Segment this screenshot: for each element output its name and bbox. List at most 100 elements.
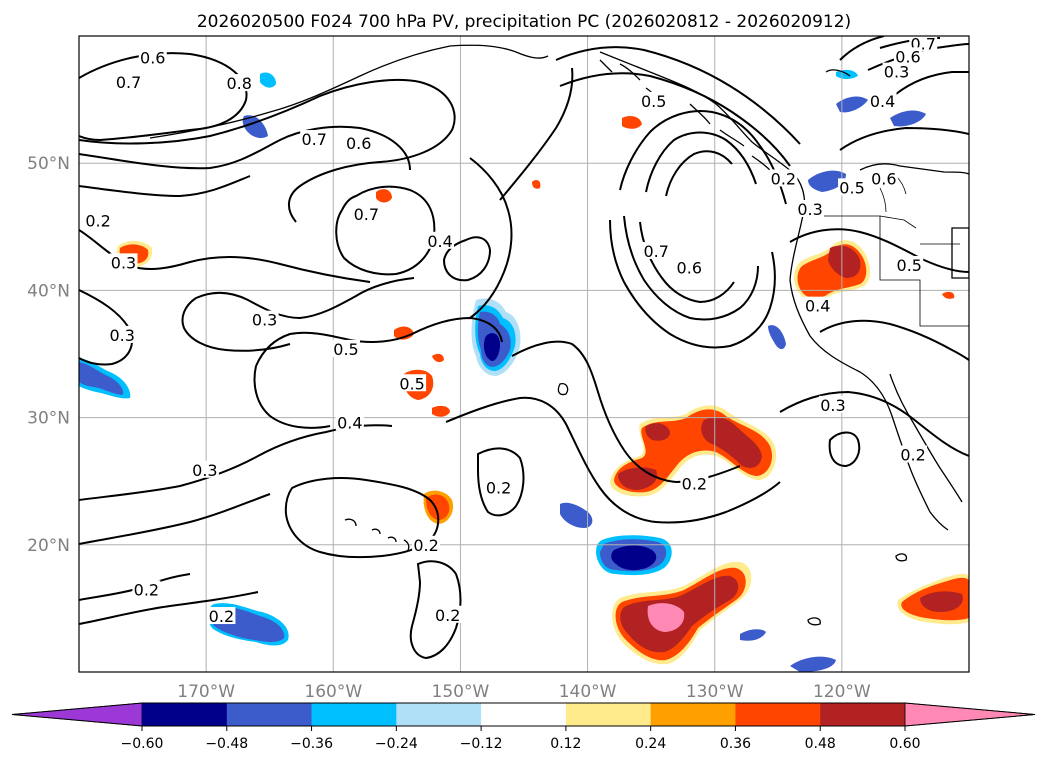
contour-label: 0.4: [805, 297, 830, 316]
contour-label-bg: [108, 325, 137, 343]
contour-label-bg: [895, 255, 924, 273]
contour-label-bg: [893, 47, 922, 65]
colorbar-extend-low: [11, 702, 143, 727]
precip-negative-north-2: [890, 110, 926, 127]
precip-negative-northwest: [242, 115, 268, 138]
precip-positive-122w-42n: [794, 240, 870, 302]
contour-label-bg: [114, 72, 143, 90]
contour-label-bg: [803, 296, 832, 314]
contour-label: 0.4: [337, 414, 362, 433]
contour-label-bg: [899, 445, 928, 463]
contour-label: 0.5: [333, 340, 358, 359]
contour-label: 0.2: [486, 479, 511, 498]
colorbar-segment: [735, 703, 821, 726]
colorbar-extend-high: [904, 702, 1036, 727]
contour-label-bg: [680, 474, 709, 492]
lon-tick-label: 130°W: [686, 682, 744, 702]
lon-tick-label: 150°W: [432, 682, 490, 702]
precipitation-shading: [79, 69, 969, 672]
colorbar-tick-label: 0.36: [720, 736, 751, 752]
precip-positive-112w-15n: [897, 573, 969, 625]
contour-label: 0.5: [641, 92, 666, 111]
contour-label-bg: [426, 231, 455, 249]
contour-label-bg: [868, 91, 897, 109]
contour-label: 0.3: [110, 326, 135, 345]
contour-label: 0.8: [226, 74, 251, 93]
lon-tick-labels: 170°W 160°W 150°W 140°W 130°W 120°W: [177, 682, 871, 702]
colorbar-segment: [565, 703, 652, 726]
figure-title: 2026020500 F024 700 hPa PV, precipitatio…: [197, 12, 851, 32]
contour-label-bg: [344, 133, 373, 151]
colorbar: −0.60 −0.48 −0.36 −0.24 −0.12 0.12 0.24 0.36 0.4…: [11, 702, 1036, 752]
precip-negative-north-1: [808, 170, 846, 192]
precip-negative-122w: [790, 656, 836, 672]
plot-frame: [78, 35, 970, 673]
contour-label: 0.2: [771, 169, 796, 188]
colorbar-segment: [142, 703, 228, 726]
contour-label-bg: [250, 310, 279, 328]
contour-label: 0.5: [897, 256, 922, 275]
contour-label-bg: [138, 48, 167, 66]
lon-tick-label: 160°W: [304, 682, 362, 702]
contour-label: 0.3: [192, 461, 217, 480]
contour-labels: 0.60.7 0.80.7 0.60.20.30.70.40.30.30.50.50…: [84, 36, 938, 626]
contour-label: 0.2: [900, 445, 925, 464]
colorbar-tick-label: 0.24: [635, 736, 666, 752]
contour-label-bg: [838, 178, 867, 196]
contour-label: 0.7: [301, 130, 326, 149]
lat-tick-label: 30°N: [27, 409, 70, 429]
contour-label: 0.3: [820, 396, 845, 415]
contour-label-bg: [300, 130, 329, 148]
contour-label: 0.2: [435, 606, 460, 625]
contour-label: 0.4: [870, 92, 895, 111]
contour-label: 0.7: [116, 73, 141, 92]
colorbar-segment: [311, 703, 397, 726]
precip-negative-124w: [768, 325, 786, 350]
contour-label: 0.7: [644, 242, 669, 261]
colorbar-segment: [820, 703, 906, 726]
contour-label: 0.6: [346, 134, 371, 153]
precip-positive-135w-south: [612, 561, 752, 665]
lat-tick-labels: 50°N 40°N 30°N 20°N: [27, 154, 70, 556]
lon-tick-label: 120°W: [813, 682, 871, 702]
contour-label-bg: [207, 607, 236, 625]
contour-label: 0.6: [871, 169, 896, 188]
contour-label: 0.6: [140, 49, 165, 68]
lon-tick-label: 170°W: [177, 682, 235, 702]
lat-tick-label: 40°N: [27, 281, 70, 301]
contour-label-bg: [769, 169, 798, 187]
colorbar-tick-label: −0.12: [460, 736, 503, 752]
contour-label: 0.6: [677, 259, 702, 278]
contour-label-bg: [675, 258, 704, 276]
contour-label-bg: [332, 339, 360, 357]
contour-label-bg: [132, 580, 161, 598]
contour-label: 0.3: [797, 200, 822, 219]
colorbar-segment: [226, 703, 313, 726]
contour-label-bg: [412, 535, 441, 553]
colorbar-tick-label: −0.24: [375, 736, 418, 752]
colorbar-tick-label: 0.48: [805, 736, 836, 752]
contour-label-bg: [109, 253, 138, 271]
contour-label-bg: [484, 478, 513, 496]
plot-background: [79, 36, 969, 672]
colorbar-segment: [481, 703, 567, 726]
contour-label: 0.5: [839, 178, 864, 197]
contour-label: 0.7: [354, 205, 379, 224]
contour-label: 0.2: [682, 475, 707, 494]
contour-label-bg: [818, 395, 847, 413]
precip-negative-142w: [560, 502, 593, 528]
colorbar-tick-label: −0.36: [290, 736, 333, 752]
contour-label-bg: [225, 74, 254, 92]
contour-label-bg: [190, 460, 219, 478]
contour-label: 0.2: [134, 580, 159, 599]
precip-positive-133w-25n: [610, 405, 777, 497]
contour-label-bg: [642, 241, 671, 259]
contour-label-bg: [398, 374, 427, 392]
precip-negative-128w: [740, 629, 766, 641]
colorbar-tick-label: −0.60: [121, 736, 164, 752]
contour-label-bg: [882, 62, 911, 80]
colorbar-tick-label: −0.48: [205, 736, 248, 752]
contour-label-bg: [796, 199, 825, 217]
contour-label-bg: [639, 91, 668, 109]
